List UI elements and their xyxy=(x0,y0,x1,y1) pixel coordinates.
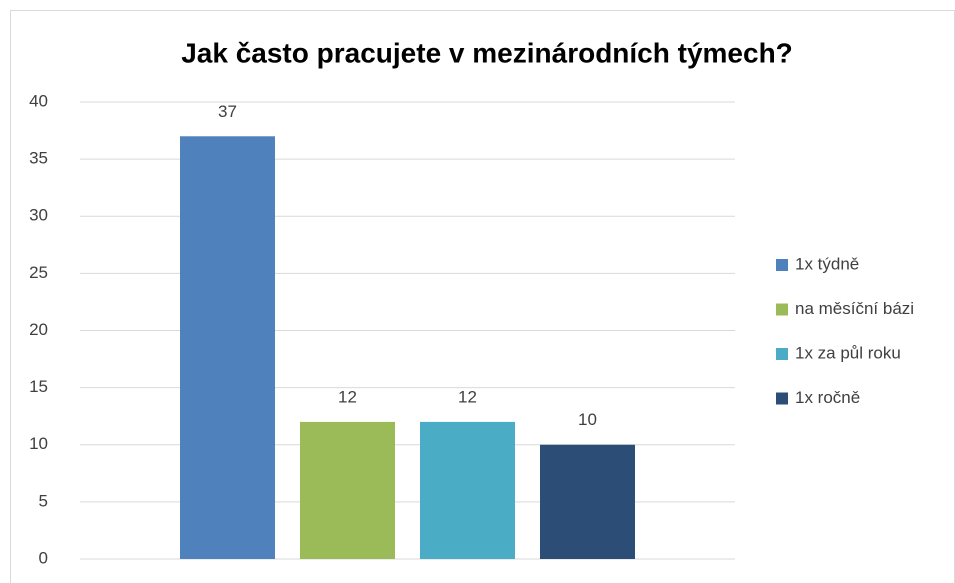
legend-swatch xyxy=(776,259,788,271)
data-label: 37 xyxy=(218,102,237,121)
legend-swatch xyxy=(776,348,788,360)
y-tick-label: 5 xyxy=(39,491,48,510)
legend-swatch xyxy=(776,303,788,316)
data-label: 10 xyxy=(578,410,597,429)
legend-swatch xyxy=(776,392,788,405)
bar xyxy=(300,421,395,559)
y-tick-label: 20 xyxy=(29,320,48,339)
legend-label: 1x ročně xyxy=(795,388,860,407)
data-label: 12 xyxy=(458,387,477,406)
y-tick-label: 10 xyxy=(29,434,48,453)
y-tick-label: 15 xyxy=(29,377,48,396)
y-tick-label: 30 xyxy=(29,206,48,225)
bar xyxy=(180,136,275,559)
bar xyxy=(420,421,515,559)
bar xyxy=(540,444,635,559)
y-tick-label: 0 xyxy=(39,548,48,567)
y-tick-label: 40 xyxy=(29,91,48,110)
legend-label: 1x za půl roku xyxy=(795,343,901,362)
y-tick-label: 25 xyxy=(29,263,48,282)
legend-label: na měsíční bázi xyxy=(795,299,914,318)
y-tick-label: 35 xyxy=(29,149,48,168)
chart-title: Jak často pracujete v mezinárodních týme… xyxy=(181,37,793,68)
data-label: 12 xyxy=(338,387,357,406)
legend-label: 1x týdně xyxy=(795,254,859,273)
